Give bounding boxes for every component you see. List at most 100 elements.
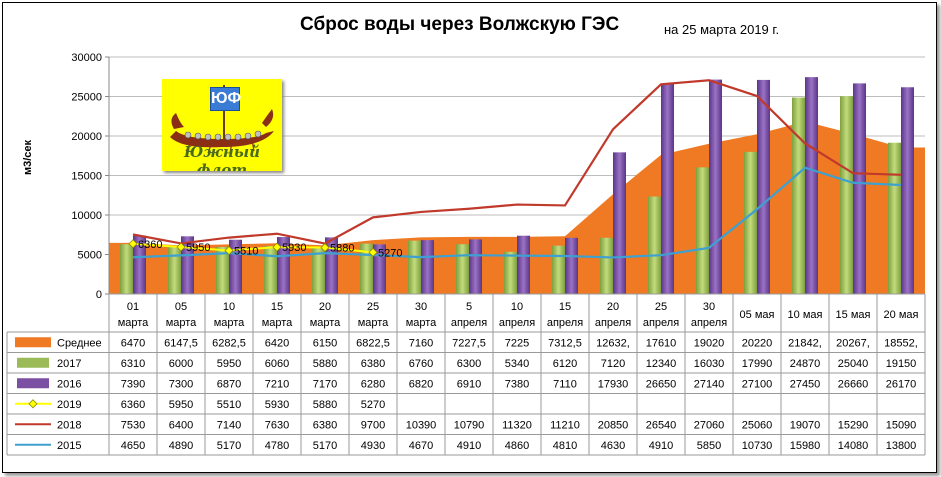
table-cell-2018: 10390 xyxy=(406,419,437,431)
bar-2016 xyxy=(661,83,674,294)
table-cell-2018: 11210 xyxy=(550,419,580,431)
table-cell-2019: 5270 xyxy=(361,399,385,411)
table-cell-2016: 17930 xyxy=(598,378,629,390)
table-cell-Среднее: 6147,5 xyxy=(164,337,198,349)
x-tick-label: апреля xyxy=(595,317,631,329)
table-cell-2017: 12340 xyxy=(646,358,677,370)
x-tick-label: 10 xyxy=(511,301,523,313)
ship-icon xyxy=(170,85,274,154)
table-cell-2016: 26660 xyxy=(838,378,869,390)
x-tick-label: марта xyxy=(358,317,389,329)
bar-2016 xyxy=(805,77,818,295)
bar-2016 xyxy=(853,83,866,294)
legend-label: Среднее xyxy=(57,337,102,349)
table-cell-2018: 6400 xyxy=(169,419,193,431)
legend-label: 2017 xyxy=(57,358,81,370)
x-tick-label: марта xyxy=(262,317,293,329)
table-cell-2017: 6310 xyxy=(121,358,145,370)
x-tick-label: 15 мая xyxy=(836,309,871,321)
x-tick-label: 30 xyxy=(415,301,427,313)
table-cell-2018: 25060 xyxy=(742,419,773,431)
table-cell-2015: 4910 xyxy=(457,440,481,452)
point-2019 xyxy=(176,242,186,252)
table-cell-2019: 5880 xyxy=(313,399,337,411)
x-tick-label: 25 xyxy=(655,301,667,313)
data-label-2019: 5930 xyxy=(282,242,306,254)
table-cell-2015: 4670 xyxy=(409,440,433,452)
legend-label: 2015 xyxy=(57,440,81,452)
table-cell-2018: 11320 xyxy=(502,419,532,431)
table-cell-Среднее: 7312,5 xyxy=(548,337,582,349)
table-cell-2019: 5510 xyxy=(217,399,241,411)
bar-2016 xyxy=(901,87,914,294)
table-cell-2015: 4810 xyxy=(553,440,577,452)
table-cell-2019: 5950 xyxy=(169,399,193,411)
bar-2017 xyxy=(456,244,469,294)
legend-label: 2016 xyxy=(57,378,81,390)
bar-2017 xyxy=(216,246,229,294)
table-cell-2017: 6300 xyxy=(457,358,481,370)
table-cell-2016: 7170 xyxy=(313,378,337,390)
x-tick-label: апреля xyxy=(547,317,583,329)
x-tick-label: 15 xyxy=(559,301,571,313)
table-cell-2018: 15090 xyxy=(886,419,917,431)
y-tick-label: 10000 xyxy=(71,210,102,222)
table-cell-2018: 20850 xyxy=(598,419,629,431)
table-cell-2018: 26540 xyxy=(646,419,677,431)
table-cell-2018: 7530 xyxy=(121,419,145,431)
bar-2017 xyxy=(600,237,613,294)
x-tick-label: 25 xyxy=(367,301,379,313)
bar-2016 xyxy=(613,152,626,294)
table-cell-2018: 19070 xyxy=(790,419,821,431)
table-cell-2017: 16030 xyxy=(694,358,725,370)
logo: ЮФ Южный флот xyxy=(162,79,282,171)
table-cell-2015: 15980 xyxy=(790,440,821,452)
bar-2017 xyxy=(408,240,421,294)
table-cell-2018: 15290 xyxy=(838,419,869,431)
table-cell-2018: 7140 xyxy=(217,419,241,431)
legend-label: 2018 xyxy=(57,419,81,431)
table-cell-2015: 4630 xyxy=(601,440,625,452)
table-cell-2016: 6280 xyxy=(361,378,385,390)
bar-2016 xyxy=(565,237,578,294)
table-cell-2017: 7120 xyxy=(601,358,625,370)
y-tick-label: 25000 xyxy=(71,92,102,104)
x-tick-label: марта xyxy=(214,317,245,329)
table-cell-2016: 27140 xyxy=(694,378,725,390)
legend-label: 2019 xyxy=(57,399,81,411)
bar-2016 xyxy=(709,79,722,295)
point-2019 xyxy=(368,247,378,257)
x-tick-label: 30 xyxy=(703,301,715,313)
table-cell-Среднее: 21842, xyxy=(788,337,822,349)
table-cell-Среднее: 6822,5 xyxy=(356,337,390,349)
table-cell-2017: 6760 xyxy=(409,358,433,370)
table-cell-2016: 6870 xyxy=(217,378,241,390)
bar-2017 xyxy=(840,96,853,295)
table-cell-Среднее: 20267, xyxy=(836,337,870,349)
bar-2017 xyxy=(360,243,373,294)
table-cell-2015: 5850 xyxy=(697,440,721,452)
table-cell-2015: 5170 xyxy=(313,440,337,452)
x-tick-label: апреля xyxy=(451,317,487,329)
chart-subtitle: на 25 марта 2019 г. xyxy=(664,22,780,37)
table-cell-2015: 4780 xyxy=(265,440,289,452)
table-cell-2015: 4890 xyxy=(169,440,193,452)
bar-2017 xyxy=(792,97,805,294)
table-cell-2017: 25040 xyxy=(838,358,869,370)
logo-text: Южный флот xyxy=(184,143,260,171)
table-cell-2016: 7210 xyxy=(265,378,289,390)
table-cell-Среднее: 19020 xyxy=(694,337,725,349)
bar-2017 xyxy=(888,142,901,294)
x-tick-label: 15 xyxy=(271,301,283,313)
x-tick-label: 10 xyxy=(223,301,235,313)
table-cell-2019: 5930 xyxy=(265,399,289,411)
table-cell-Среднее: 18552, xyxy=(884,337,918,349)
series-line-2015 xyxy=(132,166,902,259)
bar-2016 xyxy=(469,239,482,294)
logo-mark: ЮФ xyxy=(210,87,241,111)
table-cell-2017: 5340 xyxy=(505,358,529,370)
x-tick-label: марта xyxy=(166,317,197,329)
legend-key-2017 xyxy=(17,357,49,368)
table-cell-2015: 10730 xyxy=(742,440,773,452)
